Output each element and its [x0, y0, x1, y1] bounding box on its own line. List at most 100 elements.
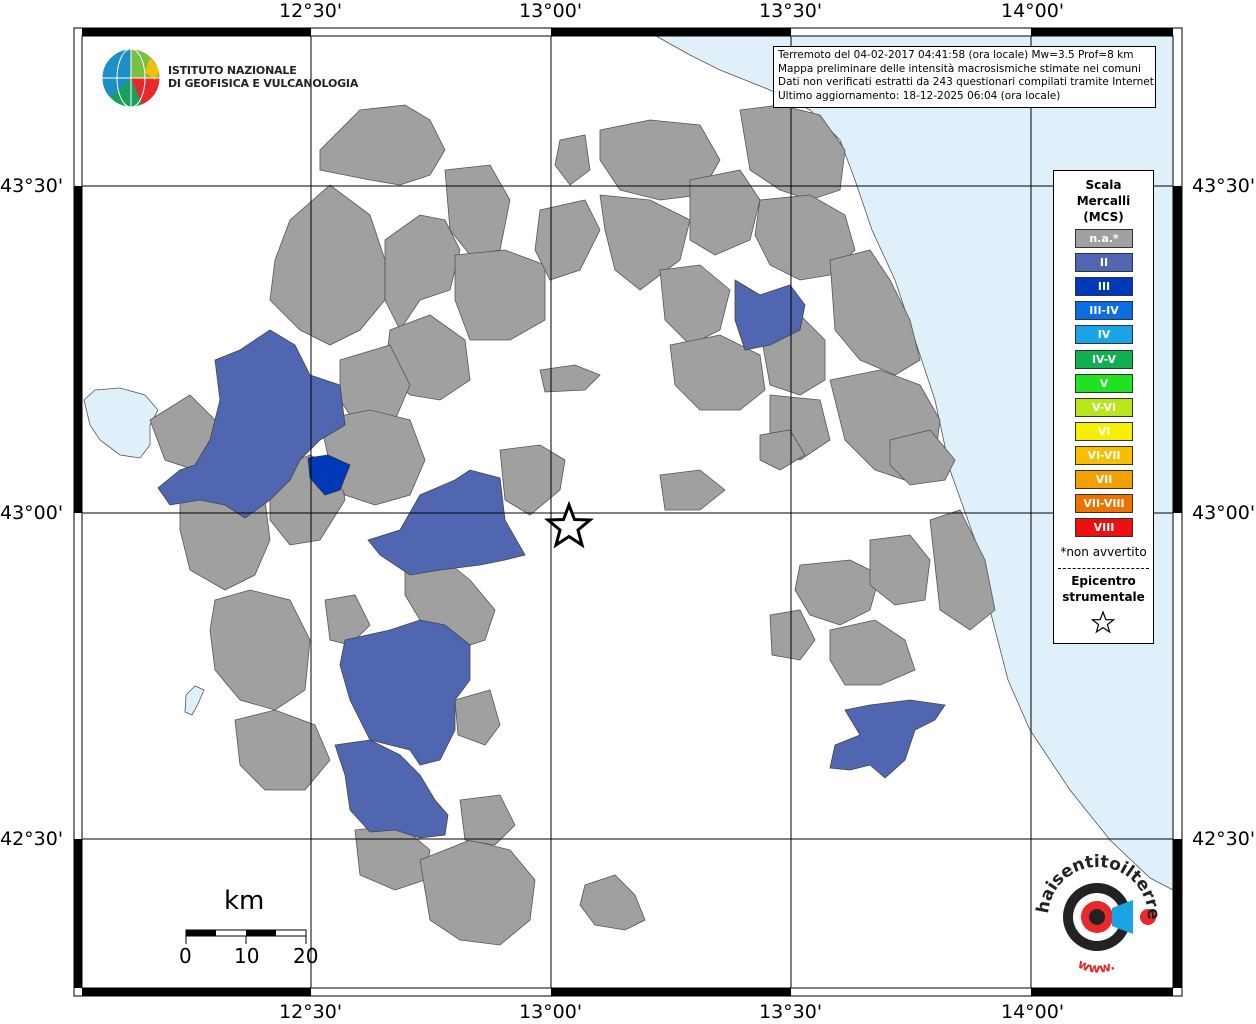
- municipality: [444, 164, 511, 256]
- lat-label-right: 42°30': [1192, 828, 1256, 850]
- legend-item: VII-VIII: [1075, 494, 1133, 514]
- municipality: [829, 249, 921, 376]
- municipality: [689, 169, 761, 256]
- municipality: [869, 534, 931, 606]
- brand-text: haisentitoilterremoto.it: [1030, 850, 1163, 920]
- municipality: [739, 104, 846, 201]
- epicenter-star-icon: [544, 500, 594, 549]
- legend-item: VI: [1075, 421, 1133, 441]
- info-line-1: Terremoto del 04-02-2017 04:41:58 (ora l…: [778, 49, 1134, 61]
- scale-label: 10: [234, 944, 260, 968]
- lon-label-top: 12°30': [279, 0, 343, 22]
- municipality: [754, 194, 856, 281]
- intensity-legend: Scala Mercalli (MCS) n.a.* II III III-IV IV I…: [1053, 170, 1154, 644]
- legend-epicenter-label: Epicentro strumentale: [1054, 573, 1153, 605]
- municipality: [889, 429, 956, 486]
- map-frame: [73, 27, 1183, 997]
- ingv-logo-icon: [101, 48, 161, 108]
- lat-label-right: 43°30': [1192, 175, 1256, 197]
- municipality: [659, 264, 731, 346]
- lake-small: [184, 685, 205, 716]
- municipality: [829, 619, 916, 686]
- hai-sentito-logo-text: haisentitoilterremoto.it www.: [1030, 850, 1163, 977]
- municipality: [759, 429, 806, 471]
- municipality: [769, 609, 816, 661]
- municipality: [419, 839, 536, 946]
- lat-label-left: 43°30': [0, 175, 64, 197]
- legend-title: Scala Mercalli (MCS): [1054, 177, 1153, 225]
- municipality-ii: [334, 739, 449, 839]
- lon-label-bottom: 13°30': [759, 1001, 823, 1023]
- legend-title-line-3: (MCS): [1083, 210, 1124, 224]
- legend-item: V: [1075, 373, 1133, 393]
- municipality-ii: [157, 329, 346, 519]
- legend-item: n.a.*: [1075, 229, 1133, 248]
- lon-label-bottom: 14°00': [1001, 1001, 1065, 1023]
- ingv-line-2: DI GEOFISICA E VULCANOLOGIA: [168, 77, 359, 90]
- info-line-3: Dati non verificati estratti da 243 ques…: [778, 76, 1158, 88]
- municipality: [534, 199, 601, 281]
- ingv-line-1: ISTITUTO NAZIONALE: [168, 64, 297, 77]
- info-line-4: Ultimo aggiornamento: 18-12-2025 06:04 (…: [778, 89, 1061, 102]
- lake-trasimeno: [83, 387, 159, 459]
- municipality-ii: [734, 279, 806, 351]
- municipality: [324, 594, 371, 646]
- municipality: [459, 794, 516, 846]
- municipality: [554, 134, 591, 186]
- legend-divider: [1058, 568, 1149, 569]
- scale-unit: km: [224, 886, 265, 916]
- municipalities-na: [149, 104, 996, 946]
- legend-item: IV: [1075, 325, 1133, 345]
- municipality: [669, 334, 766, 411]
- legend-item: VI-VII: [1075, 445, 1133, 465]
- municipality-ii: [339, 619, 471, 766]
- ingv-logo-text: ISTITUTO NAZIONALE DI GEOFISICA E VULCAN…: [168, 64, 358, 90]
- municipality: [599, 194, 691, 291]
- municipality: [794, 559, 881, 626]
- lat-label-left: 42°30': [0, 828, 64, 850]
- legend-note: *non avvertito: [1060, 545, 1147, 559]
- legend-title-line-1: Scala: [1085, 178, 1122, 192]
- scale-label: 20: [293, 944, 319, 968]
- lat-label-left: 43°00': [0, 502, 64, 524]
- legend-title-line-2: Mercalli: [1076, 194, 1131, 208]
- scale-bar: [185, 929, 307, 944]
- municipality: [454, 249, 546, 341]
- municipalities-ii: [157, 279, 946, 839]
- legend-epicenter-line-2: strumentale: [1062, 590, 1145, 604]
- legend-item: VIII: [1075, 518, 1133, 538]
- event-info-box: Terremoto del 04-02-2017 04:41:58 (ora l…: [773, 46, 1158, 108]
- hai-sentito-logo-icon: [1063, 883, 1156, 951]
- municipality-ii: [829, 699, 946, 779]
- municipality-ii: [367, 469, 526, 576]
- scale-label: 0: [179, 944, 192, 968]
- municipality: [269, 184, 386, 346]
- municipality: [454, 689, 501, 746]
- legend-item: II: [1075, 253, 1133, 273]
- legend-item: III-IV: [1075, 301, 1133, 321]
- lon-label-top: 13°00': [519, 0, 583, 22]
- brand-prefix: www.: [1075, 957, 1117, 977]
- lon-label-top: 13°30': [759, 0, 823, 22]
- legend-item: IV-V: [1075, 349, 1133, 369]
- legend-epicenter-line-1: Epicentro: [1071, 574, 1136, 588]
- municipality: [579, 874, 646, 931]
- lon-label-top: 14°00': [1001, 0, 1065, 22]
- legend-item: VII: [1075, 470, 1133, 489]
- municipality: [659, 469, 726, 511]
- star-icon: [1090, 610, 1116, 634]
- municipality: [234, 709, 331, 791]
- municipality: [319, 104, 446, 186]
- municipality-iii: [307, 454, 351, 496]
- lat-label-right: 43°00': [1192, 502, 1256, 524]
- legend-item: III: [1075, 277, 1133, 297]
- graticule: [82, 36, 1173, 988]
- lon-label-bottom: 13°00': [519, 1001, 583, 1023]
- lon-label-bottom: 12°30': [279, 1001, 343, 1023]
- info-line-2: Mappa preliminare delle intensità macros…: [778, 62, 1141, 75]
- municipality: [499, 444, 566, 516]
- legend-item: V-VI: [1075, 397, 1133, 417]
- municipality: [929, 509, 996, 631]
